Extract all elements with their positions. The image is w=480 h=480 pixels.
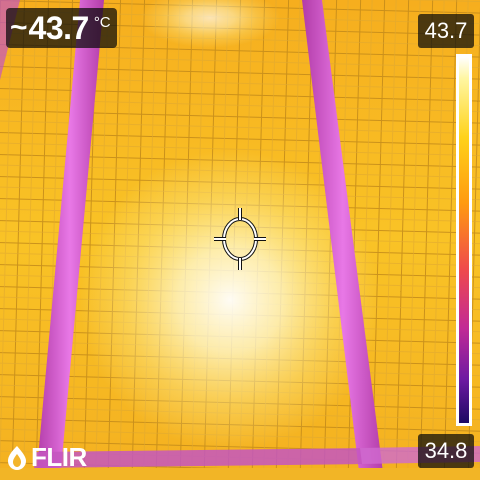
scale-min-value: 34.8 [418,434,474,468]
scale-max-value: 43.7 [418,14,474,48]
temperature-scale-bar [456,54,472,426]
flir-logo: FLIR [6,442,87,473]
flame-icon [8,445,26,470]
hot-zone-top [140,0,280,48]
spot-temperature-readout: ~ 43.7 °C [6,8,117,48]
panel-frame-center [302,0,384,480]
panel-frame-left [36,0,104,480]
panel-bottom-strip [0,468,480,480]
logo-wordmark: FLIR [31,442,87,472]
scale-gradient [459,57,469,423]
hot-zone [80,150,380,450]
crosshair-circle-icon [214,208,266,270]
panel-frame-bottom [34,448,372,468]
approx-symbol: ~ [10,11,28,44]
temperature-unit: °C [93,14,111,31]
spot-temperature-value: 43.7 [28,10,90,46]
